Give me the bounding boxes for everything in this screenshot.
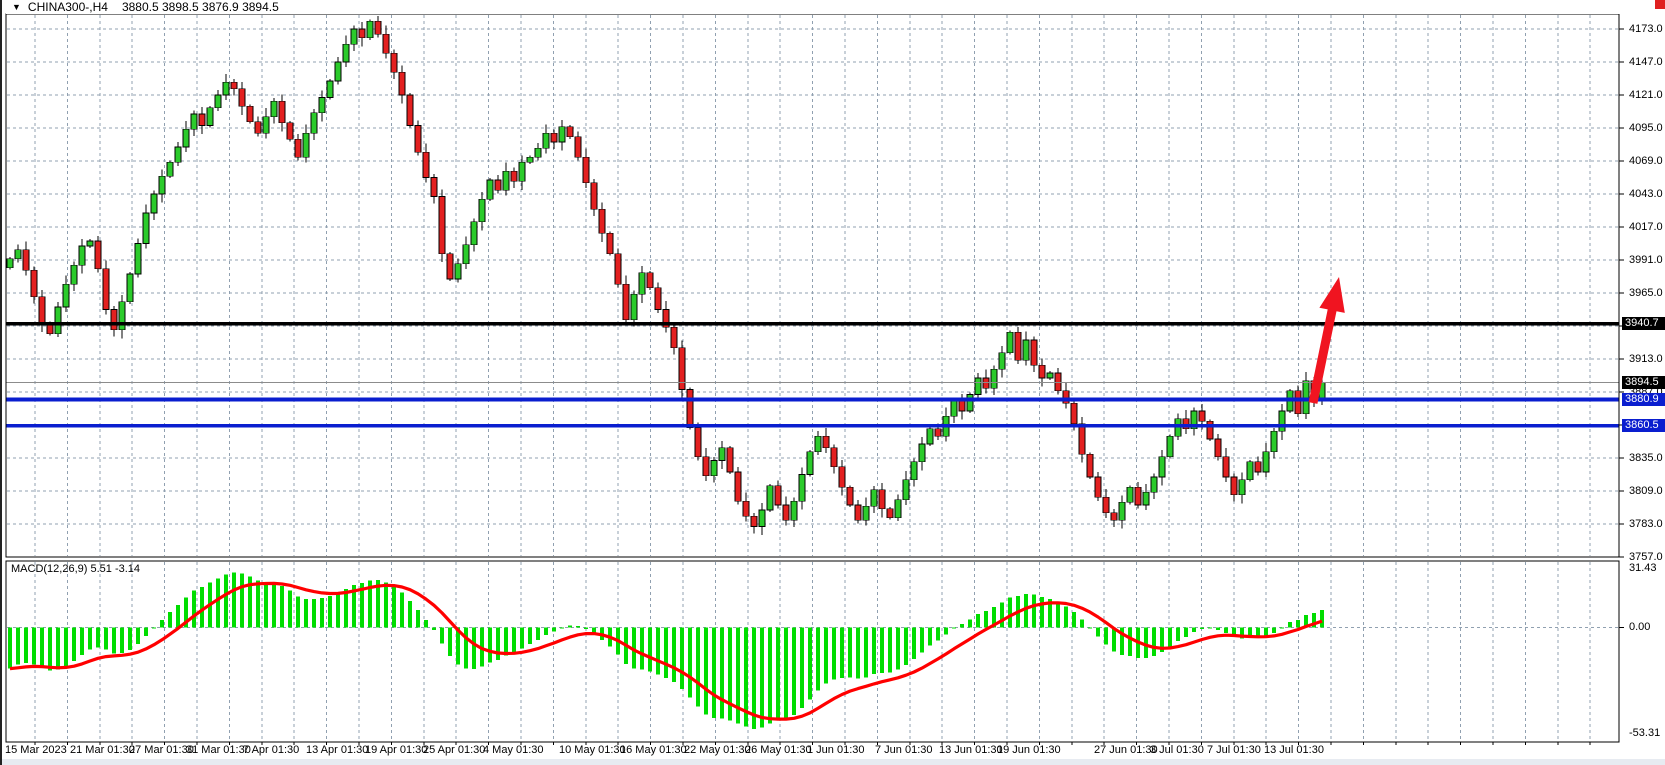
price-axis-label: 4017.0 xyxy=(1629,220,1663,233)
time-axis-label: 19 Jun 01:30 xyxy=(997,744,1061,756)
price-axis-label: 3783.0 xyxy=(1629,517,1663,530)
grid-lines xyxy=(7,15,1618,741)
time-axis-label: 19 Apr 01:30 xyxy=(365,744,428,756)
time-axis-label: 21 Mar 01:30 xyxy=(70,744,135,756)
time-axis-label: 27 Jun 01:30 xyxy=(1094,744,1158,756)
time-axis-label: 31 Mar 01:30 xyxy=(186,744,251,756)
chevron-down-icon[interactable]: ▼ xyxy=(12,1,21,12)
price-level-lines[interactable] xyxy=(6,322,1619,428)
price-level-badge: 3940.7 xyxy=(1622,317,1665,331)
time-axis-label: 10 May 01:30 xyxy=(559,744,626,756)
macd-histogram xyxy=(8,572,1324,729)
price-axis-label: 3835.0 xyxy=(1629,451,1663,464)
time-axis-label: 27 Mar 01:30 xyxy=(129,744,194,756)
price-axis-label: 4173.0 xyxy=(1629,22,1663,35)
price-level-badge: 3880.9 xyxy=(1622,393,1665,407)
panel-borders xyxy=(5,13,1624,745)
macd-signal-line xyxy=(9,581,1323,721)
price-axis-label: 3913.0 xyxy=(1629,352,1663,365)
time-axis-label: 16 May 01:30 xyxy=(620,744,687,756)
time-axis-label: 13 Jun 01:30 xyxy=(939,744,1003,756)
time-axis-label: 13 Apr 01:30 xyxy=(306,744,369,756)
price-axis-label: 4121.0 xyxy=(1629,88,1663,101)
price-axis-label: 4147.0 xyxy=(1629,55,1663,68)
price-axis-label: 4069.0 xyxy=(1629,154,1663,167)
up-arrow-annotation[interactable] xyxy=(1308,277,1345,404)
time-axis[interactable]: 15 Mar 2023 21 Mar 01:30 27 Mar 01:30 31 Ma… xyxy=(2,744,1665,758)
macd-signal-value: -3.14 xyxy=(114,563,141,575)
time-axis-label: 15 Mar 2023 xyxy=(5,744,67,756)
chart-title-bar[interactable]: ▼ CHINA300-,H4 3880.5 3898.5 3876.9 3894… xyxy=(6,0,1665,14)
time-axis-label: 26 May 01:30 xyxy=(745,744,812,756)
price-axis-label: 3965.0 xyxy=(1629,286,1663,299)
time-axis-label: 4 May 01:30 xyxy=(483,744,544,756)
candles-layer xyxy=(6,16,1326,536)
price-axis-label: 3757.0 xyxy=(1629,550,1663,563)
corner-marker xyxy=(1655,0,1665,9)
price-axis-label: 3991.0 xyxy=(1629,253,1663,266)
time-axis-label: 1 Jun 01:30 xyxy=(807,744,865,756)
macd-axis-label: 31.43 xyxy=(1629,562,1657,574)
time-axis-label: 7 Jun 01:30 xyxy=(875,744,933,756)
symbol-period-label: CHINA300-,H4 xyxy=(27,0,108,14)
price-level-badge: 3894.5 xyxy=(1622,375,1665,389)
price-axis-label: 4043.0 xyxy=(1629,187,1663,200)
price-axis-label: 3809.0 xyxy=(1629,484,1663,497)
ohlc-values-label: 3880.5 3898.5 3876.9 3894.5 xyxy=(121,0,279,14)
time-axis-label: 7 Jul 01:30 xyxy=(1207,744,1261,756)
macd-indicator-label: MACD(12,26,9) 5.51 -3.14 xyxy=(11,563,140,575)
time-axis-label: 7 Apr 01:30 xyxy=(243,744,300,756)
price-level-badge: 3860.5 xyxy=(1622,419,1665,433)
time-axis-label: 3 Jul 01:30 xyxy=(1150,744,1204,756)
macd-axis-label: 0.00 xyxy=(1629,621,1651,633)
time-axis-label: 13 Jul 01:30 xyxy=(1264,744,1324,756)
macd-name: MACD(12,26,9) xyxy=(11,563,88,575)
time-axis-label: 22 May 01:30 xyxy=(684,744,751,756)
macd-axis-label: -53.31 xyxy=(1629,727,1661,739)
bottom-strip xyxy=(2,759,1665,765)
time-axis-label: 25 Apr 01:30 xyxy=(423,744,486,756)
macd-value: 5.51 xyxy=(90,563,112,575)
price-axis-label: 4095.0 xyxy=(1629,121,1663,134)
